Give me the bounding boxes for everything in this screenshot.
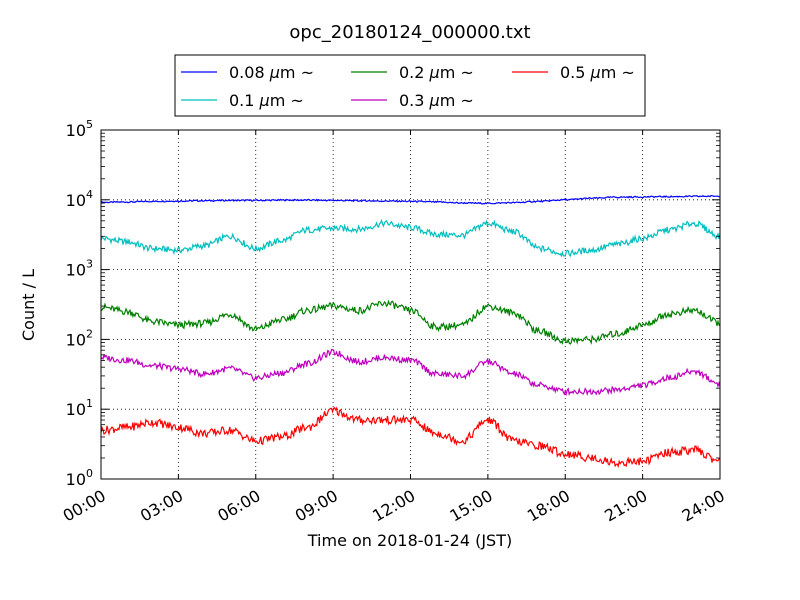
y-tick-label: 101 (66, 397, 93, 419)
y-tick-exponent: 2 (86, 327, 93, 340)
legend-label: 0.08 μm ~ (229, 63, 314, 82)
legend-unit: μ (429, 91, 440, 110)
y-tick-label: 104 (66, 188, 93, 210)
x-axis-label: Time on 2018-01-24 (JST) (307, 531, 512, 550)
chart-title: opc_20180124_000000.txt (289, 22, 530, 43)
series-line-0.5 (100, 406, 721, 468)
legend-series-name: 0.1 (229, 91, 260, 110)
series-line-0.3 (100, 348, 721, 397)
legend-series-name: 0.3 (399, 91, 430, 110)
y-tick-label: 103 (66, 258, 93, 280)
legend-label: 0.1 μm ~ (229, 91, 304, 110)
legend-unit-rest: m (270, 91, 291, 110)
series-line-0.08 (100, 194, 721, 205)
series-line-0.2 (100, 299, 721, 346)
legend-series-name: 0.2 (399, 63, 430, 82)
legend-label: 0.2 μm ~ (399, 63, 474, 82)
legend-label: 0.3 μm ~ (399, 91, 474, 110)
y-tick-label: 105 (66, 118, 93, 140)
series-layer (100, 194, 721, 468)
legend-suffix: ~ (460, 91, 473, 110)
y-tick-base: 10 (66, 330, 86, 349)
y-tick-base: 10 (66, 121, 86, 140)
series-line-0.1 (100, 218, 721, 258)
y-tick-base: 10 (66, 191, 86, 210)
legend-suffix: ~ (621, 63, 634, 82)
legend-suffix: ~ (301, 63, 314, 82)
y-tick-exponent: 0 (86, 467, 93, 480)
legend-label: 0.5 μm ~ (560, 63, 635, 82)
y-tick-exponent: 3 (86, 258, 93, 271)
legend-unit-rest: m (440, 91, 461, 110)
y-axis-label: Count / L (19, 269, 38, 341)
y-tick-label: 102 (66, 327, 93, 349)
legend-frame (174, 54, 646, 117)
y-tick-exponent: 1 (86, 397, 93, 410)
y-tick-exponent: 5 (86, 118, 93, 131)
y-tick-exponent: 4 (86, 188, 93, 201)
legend-series-name: 0.5 (560, 63, 591, 82)
y-tick-base: 10 (66, 261, 86, 280)
legend-unit-rest: m (280, 63, 301, 82)
legend-suffix: ~ (290, 91, 303, 110)
legend-suffix: ~ (460, 63, 473, 82)
legend-unit: μ (269, 63, 280, 82)
legend-unit: μ (259, 91, 270, 110)
y-tick-base: 10 (66, 470, 86, 489)
y-tick-base: 10 (66, 400, 86, 419)
legend-series-name: 0.08 (229, 63, 270, 82)
legend-unit-rest: m (440, 63, 461, 82)
legend-unit-rest: m (601, 63, 622, 82)
y-tick-label: 100 (66, 467, 93, 489)
legend: 0.08 μm ~0.1 μm ~0.2 μm ~0.3 μm ~0.5 μm … (174, 54, 646, 117)
legend-unit: μ (590, 63, 601, 82)
legend-unit: μ (429, 63, 440, 82)
